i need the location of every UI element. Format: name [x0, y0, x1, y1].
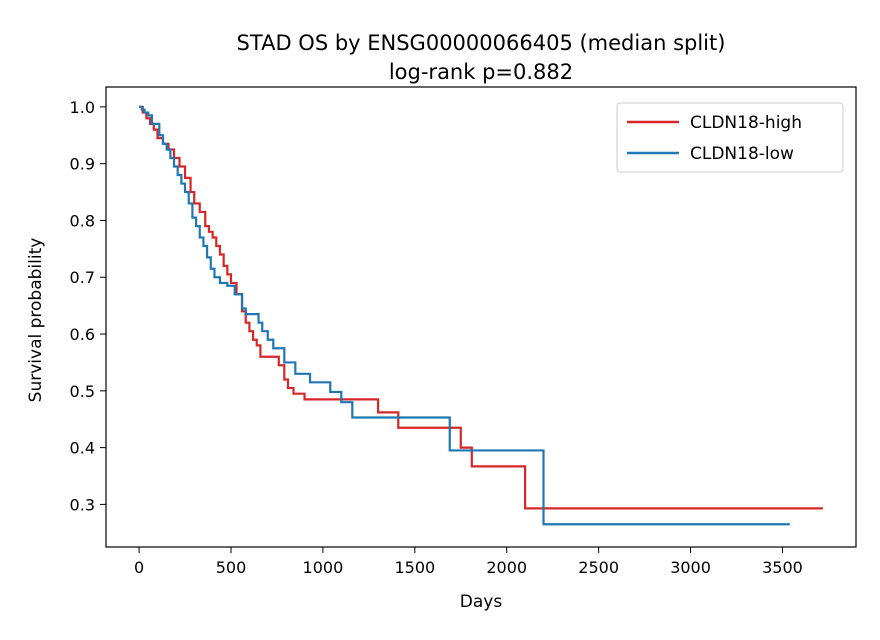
x-axis-label: Days: [460, 592, 503, 612]
legend-label-high: CLDN18-high: [690, 113, 802, 133]
chart-title: STAD OS by ENSG00000066405 (median split…: [237, 31, 726, 55]
y-tick-label: 0.6: [70, 325, 95, 344]
x-tick-label: 500: [216, 558, 247, 577]
plot-area: 0 500 1000 1500 2000 2500 3000 3500 0.30.40.50.…: [70, 86, 857, 577]
legend-label-low: CLDN18-low: [690, 144, 794, 164]
x-axis-ticks: 0 500 1000 1500 2000 2500 3000 3500: [134, 547, 803, 577]
y-tick-label: 0.5: [70, 382, 95, 401]
y-tick-label: 0.4: [70, 439, 95, 458]
y-tick-label: 0.9: [70, 155, 95, 174]
x-tick-label: 0: [134, 558, 144, 577]
x-tick-label: 1000: [303, 558, 344, 577]
legend: CLDN18-high CLDN18-low: [616, 102, 844, 173]
x-tick-label: 3500: [762, 558, 803, 577]
y-tick-label: 0.8: [70, 211, 95, 230]
series-line-high: [139, 105, 823, 510]
x-tick-label: 3000: [670, 558, 711, 577]
y-tick-label: 0.3: [70, 495, 95, 514]
x-tick-label: 2000: [486, 558, 527, 577]
y-tick-label: 1.0: [70, 98, 95, 117]
y-axis-ticks: 0.3 0.4 0.5 0.6 0.7 0.8 0.9 1.0: [70, 98, 106, 514]
x-tick-label: 2500: [578, 558, 619, 577]
chart-subtitle: log-rank p=0.882: [389, 60, 573, 84]
plot-frame: [105, 86, 857, 548]
series-layer: [139, 105, 823, 526]
x-tick-label: 1500: [394, 558, 435, 577]
y-axis-label: Survival probability: [26, 238, 46, 403]
y-tick-label: 0.7: [70, 268, 95, 287]
series-line-low: [139, 105, 790, 526]
legend-box: [616, 102, 844, 173]
